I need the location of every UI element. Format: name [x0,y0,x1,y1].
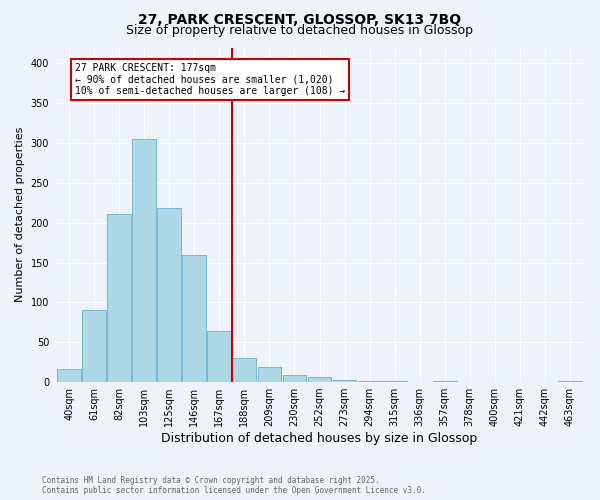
Bar [57,370,81,382]
Bar [107,214,131,382]
Text: Contains HM Land Registry data © Crown copyright and database right 2025.
Contai: Contains HM Land Registry data © Crown c… [42,476,426,495]
Bar [332,380,356,382]
Bar [232,358,256,382]
Bar [157,208,181,382]
Y-axis label: Number of detached properties: Number of detached properties [15,127,25,302]
Bar [182,254,206,382]
Bar [208,331,231,382]
Text: 27, PARK CRESCENT, GLOSSOP, SK13 7BQ: 27, PARK CRESCENT, GLOSSOP, SK13 7BQ [139,12,461,26]
Bar [82,310,106,382]
Bar [308,378,331,382]
Text: Size of property relative to detached houses in Glossop: Size of property relative to detached ho… [127,24,473,37]
Bar [283,375,307,382]
X-axis label: Distribution of detached houses by size in Glossop: Distribution of detached houses by size … [161,432,478,445]
Bar [133,139,156,382]
Bar [257,367,281,382]
Text: 27 PARK CRESCENT: 177sqm
← 90% of detached houses are smaller (1,020)
10% of sem: 27 PARK CRESCENT: 177sqm ← 90% of detach… [75,62,346,96]
